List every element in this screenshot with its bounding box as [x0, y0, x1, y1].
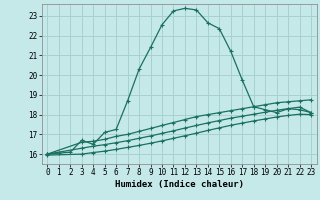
- X-axis label: Humidex (Indice chaleur): Humidex (Indice chaleur): [115, 180, 244, 189]
